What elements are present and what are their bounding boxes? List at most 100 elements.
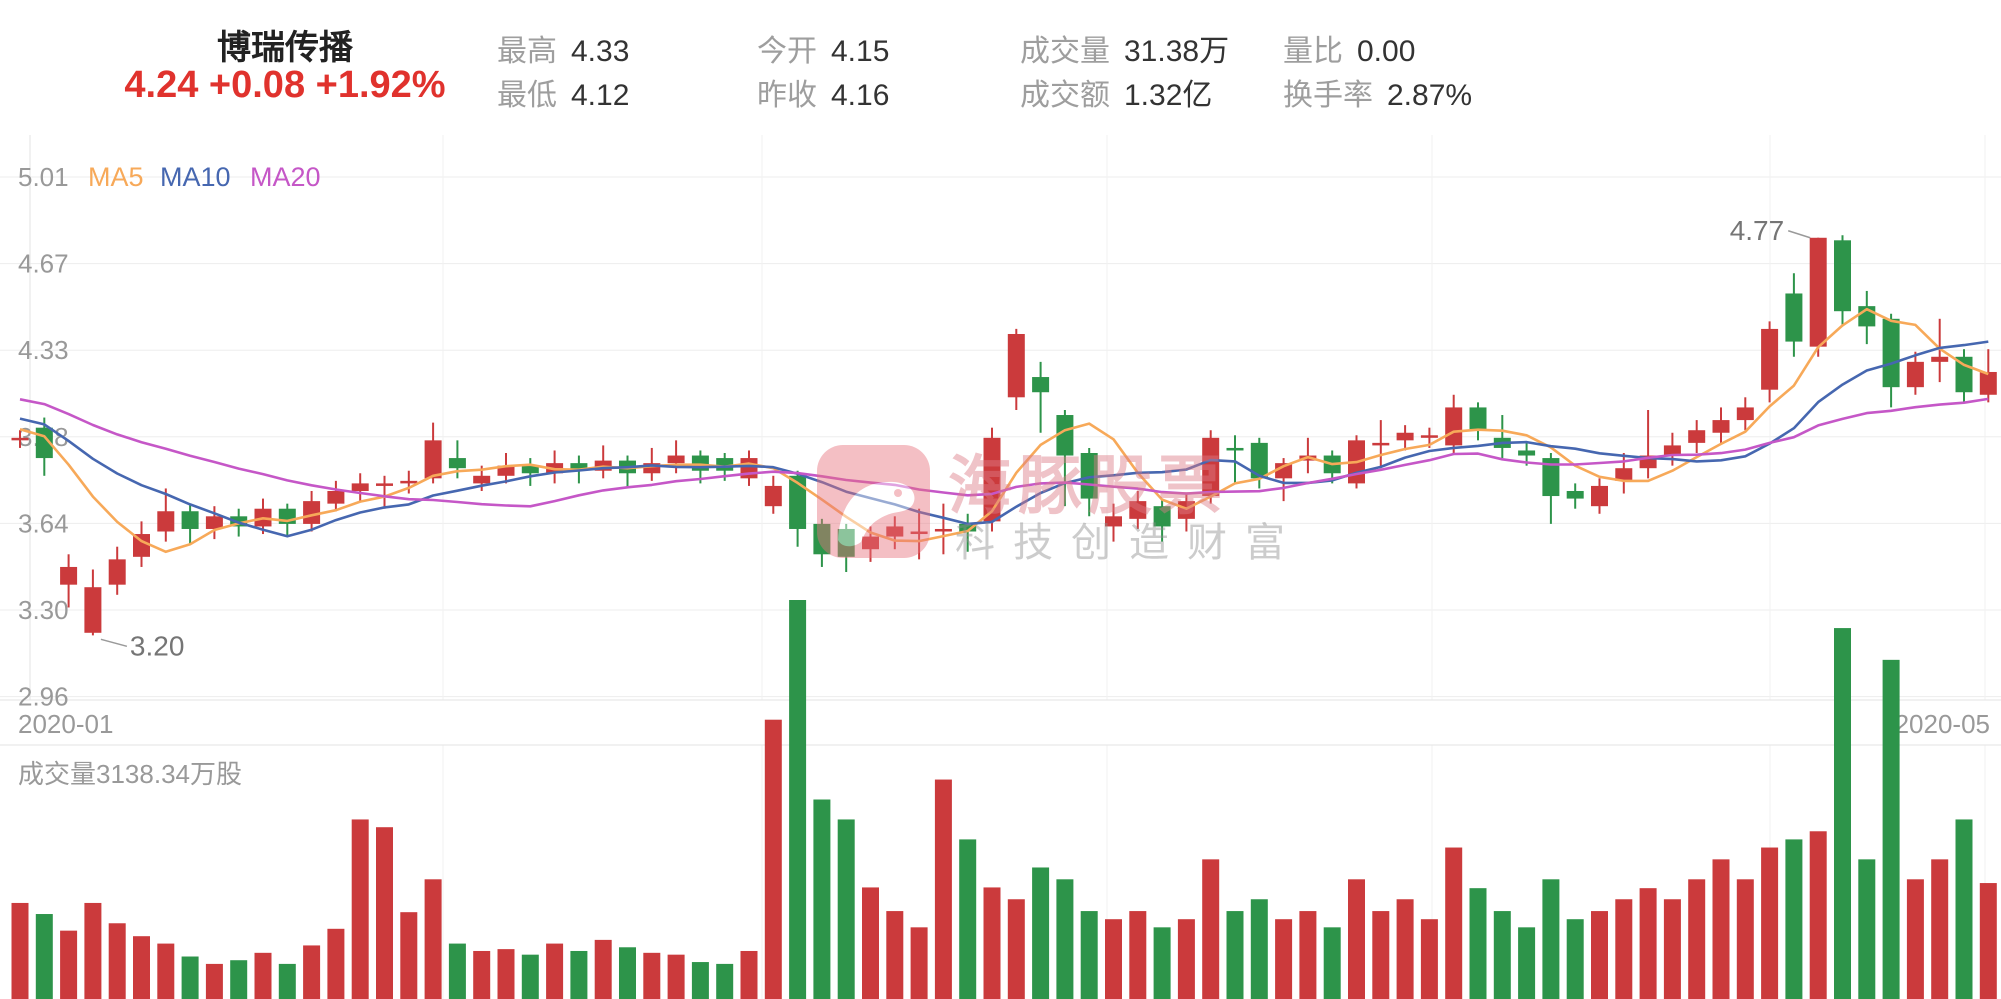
candle[interactable] bbox=[862, 536, 879, 550]
volume-bar[interactable] bbox=[84, 902, 102, 999]
volume-bar[interactable] bbox=[764, 719, 782, 999]
candle[interactable] bbox=[1032, 377, 1050, 393]
volume-bar[interactable] bbox=[133, 936, 150, 999]
candle[interactable] bbox=[1202, 437, 1220, 497]
candle[interactable] bbox=[959, 523, 977, 532]
volume-bar[interactable] bbox=[327, 928, 345, 999]
volume-bar[interactable] bbox=[181, 956, 199, 999]
volume-bar[interactable] bbox=[278, 963, 296, 999]
legend-ma20[interactable]: MA20 bbox=[250, 162, 321, 192]
candle[interactable] bbox=[1834, 240, 1851, 312]
volume-bar[interactable] bbox=[1834, 628, 1851, 999]
volume-bar[interactable] bbox=[1396, 899, 1414, 999]
candle[interactable] bbox=[1469, 407, 1487, 431]
volume-bar[interactable] bbox=[716, 963, 734, 999]
volume-bar[interactable] bbox=[1979, 883, 1997, 999]
volume-bar[interactable] bbox=[254, 952, 272, 999]
candle[interactable] bbox=[1785, 293, 1803, 342]
volume-bar[interactable] bbox=[1906, 879, 1924, 999]
volume-bar[interactable] bbox=[983, 887, 1001, 999]
candle[interactable] bbox=[424, 440, 442, 479]
volume-bar[interactable] bbox=[1129, 911, 1147, 999]
volume-bar[interactable] bbox=[643, 952, 661, 999]
volume-bar[interactable] bbox=[837, 819, 855, 999]
candle[interactable] bbox=[205, 516, 223, 529]
candle[interactable] bbox=[1809, 237, 1827, 347]
volume-bar[interactable] bbox=[1420, 919, 1438, 999]
candle[interactable] bbox=[1129, 501, 1147, 519]
volume-bar[interactable] bbox=[1518, 927, 1536, 999]
candle[interactable] bbox=[1615, 468, 1633, 481]
candle[interactable] bbox=[1007, 333, 1025, 398]
candle[interactable] bbox=[1906, 361, 1924, 388]
volume-bar[interactable] bbox=[1542, 879, 1560, 999]
volume-bar[interactable] bbox=[1493, 911, 1511, 999]
volume-bar[interactable] bbox=[1858, 859, 1876, 999]
volume-bar[interactable] bbox=[1299, 911, 1317, 999]
volume-bar[interactable] bbox=[1348, 879, 1365, 999]
volume-bar[interactable] bbox=[1639, 888, 1657, 999]
candle[interactable] bbox=[764, 485, 782, 507]
volume-bar[interactable] bbox=[1323, 927, 1341, 999]
candle[interactable] bbox=[1226, 447, 1244, 451]
candle[interactable] bbox=[1931, 356, 1949, 362]
volume-bar[interactable] bbox=[1250, 899, 1268, 999]
volume-bar[interactable] bbox=[303, 945, 321, 999]
volume-bar[interactable] bbox=[1177, 919, 1195, 999]
volume-bar[interactable] bbox=[351, 819, 369, 999]
candle[interactable] bbox=[60, 566, 78, 585]
candle[interactable] bbox=[1542, 458, 1560, 497]
volume-bar[interactable] bbox=[1226, 911, 1244, 999]
candle[interactable] bbox=[886, 526, 904, 537]
legend-ma10[interactable]: MA10 bbox=[160, 162, 231, 192]
volume-bar[interactable] bbox=[1785, 839, 1803, 999]
volume-bar[interactable] bbox=[1931, 859, 1949, 999]
volume-bar[interactable] bbox=[108, 923, 126, 999]
candle[interactable] bbox=[1250, 442, 1268, 479]
candle[interactable] bbox=[1153, 506, 1171, 527]
volume-bar[interactable] bbox=[11, 902, 29, 999]
volume-bar[interactable] bbox=[959, 839, 977, 999]
volume-bar[interactable] bbox=[667, 954, 685, 999]
candle[interactable] bbox=[157, 511, 175, 532]
candle[interactable] bbox=[133, 534, 150, 557]
volume-bar[interactable] bbox=[1591, 911, 1608, 999]
volume-bar[interactable] bbox=[1445, 847, 1463, 999]
candle[interactable] bbox=[1518, 450, 1536, 456]
volume-bar[interactable] bbox=[691, 962, 709, 999]
candle[interactable] bbox=[1591, 485, 1608, 507]
candle[interactable] bbox=[1882, 318, 1900, 388]
volume-bar[interactable] bbox=[813, 799, 831, 999]
volume-bar[interactable] bbox=[1105, 919, 1122, 999]
candle[interactable] bbox=[1445, 407, 1463, 446]
volume-bar[interactable] bbox=[1032, 867, 1050, 999]
legend-ma5[interactable]: MA5 bbox=[88, 162, 144, 192]
volume-bar[interactable] bbox=[424, 879, 442, 999]
volume-bar[interactable] bbox=[1955, 819, 1973, 999]
candle[interactable] bbox=[1736, 407, 1754, 421]
candle[interactable] bbox=[1275, 463, 1293, 479]
volume-bar[interactable] bbox=[400, 912, 418, 999]
candle[interactable] bbox=[934, 528, 952, 532]
volume-bar[interactable] bbox=[1275, 919, 1293, 999]
volume-bar[interactable] bbox=[1615, 899, 1633, 999]
candle[interactable] bbox=[1396, 432, 1414, 441]
candle[interactable] bbox=[448, 458, 466, 469]
volume-bar[interactable] bbox=[1153, 927, 1171, 999]
volume-bar[interactable] bbox=[1736, 879, 1754, 999]
volume-bar[interactable] bbox=[594, 939, 612, 999]
candle[interactable] bbox=[108, 559, 126, 585]
candle[interactable] bbox=[667, 455, 685, 464]
candle[interactable] bbox=[376, 483, 393, 486]
volume-bar[interactable] bbox=[546, 943, 564, 999]
volume-bar[interactable] bbox=[1007, 899, 1025, 999]
candle[interactable] bbox=[1105, 516, 1122, 527]
volume-bar[interactable] bbox=[1202, 859, 1220, 999]
candle[interactable] bbox=[1688, 430, 1706, 443]
candle[interactable] bbox=[327, 490, 345, 504]
volume-bar[interactable] bbox=[1469, 888, 1487, 999]
candle[interactable] bbox=[716, 458, 734, 471]
candle[interactable] bbox=[1979, 371, 1997, 395]
volume-bar[interactable] bbox=[1882, 659, 1900, 999]
